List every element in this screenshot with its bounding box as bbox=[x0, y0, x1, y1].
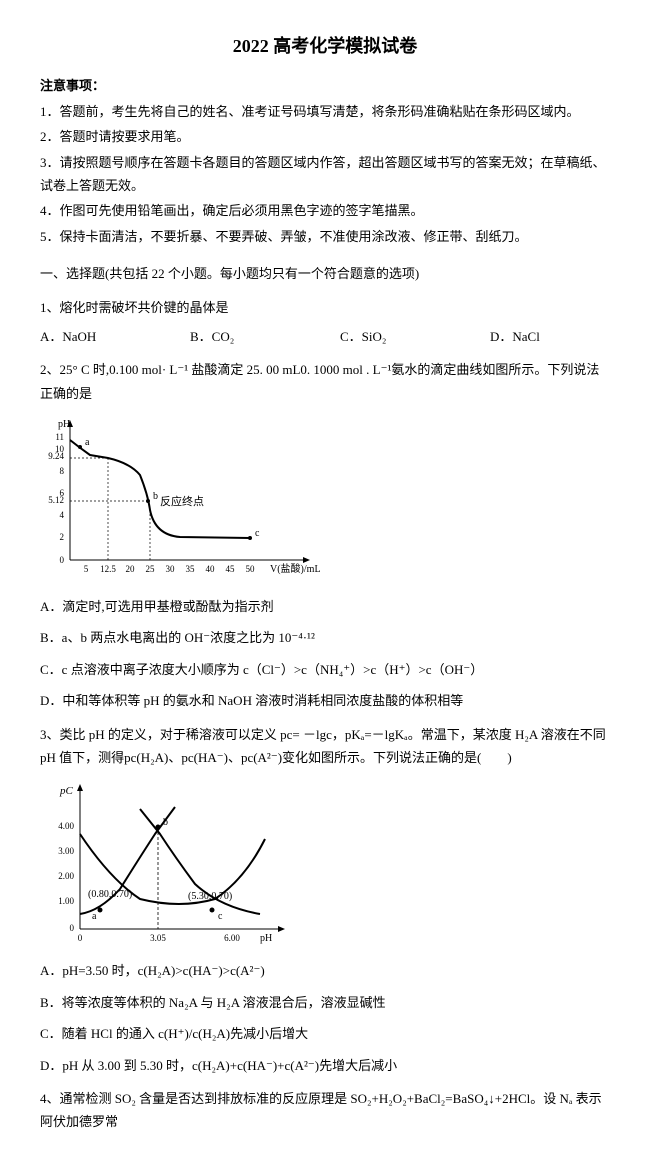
svg-text:50: 50 bbox=[246, 564, 256, 574]
svg-text:c: c bbox=[218, 911, 223, 922]
notice-item-5: 5．保持卡面清洁，不要折暴、不要弄破、弄皱，不准使用涂改液、修正带、刮纸刀。 bbox=[40, 225, 610, 248]
q3-chart: pC 0 1.00 2.00 3.00 4.00 0 3.05 6.00 pH … bbox=[40, 779, 610, 949]
svg-text:4.00: 4.00 bbox=[58, 821, 74, 831]
svg-text:5: 5 bbox=[84, 564, 89, 574]
svg-text:2.00: 2.00 bbox=[58, 871, 74, 881]
svg-text:pH: pH bbox=[260, 933, 272, 944]
svg-text:6: 6 bbox=[60, 488, 65, 498]
question-4: 4、通常检测 SO₂ 含量是否达到排放标准的反应原理是 SO₂+H₂O₂+BaC… bbox=[40, 1087, 610, 1134]
svg-text:0: 0 bbox=[70, 923, 75, 933]
svg-text:b: b bbox=[163, 817, 168, 828]
notice-item-3: 3．请按照题号顺序在答题卡各题目的答题区域内作答，超出答题区域书写的答案无效；在… bbox=[40, 151, 610, 198]
svg-text:1.00: 1.00 bbox=[58, 896, 74, 906]
svg-text:25: 25 bbox=[146, 564, 156, 574]
q1-option-a: A．NaOH bbox=[40, 325, 140, 348]
page-title: 2022 高考化学模拟试卷 bbox=[40, 30, 610, 62]
svg-text:12.5: 12.5 bbox=[100, 564, 116, 574]
svg-text:4: 4 bbox=[60, 510, 65, 520]
svg-text:0: 0 bbox=[60, 555, 65, 565]
q2-option-c: C．c 点溶液中离子浓度大小顺序为 c（Cl⁻）>c（NH₄⁺）>c（H⁺）>c… bbox=[40, 658, 610, 681]
q3-option-c: C．随着 HCl 的通入 c(H⁺)/c(H₂A)先减小后增大 bbox=[40, 1022, 610, 1045]
svg-text:pC: pC bbox=[59, 785, 74, 797]
q1-option-c: C．SiO₂ bbox=[340, 325, 440, 348]
section-header: 一、选择题(共包括 22 个小题。每小题均只有一个符合题意的选项) bbox=[40, 262, 610, 285]
svg-text:45: 45 bbox=[226, 564, 236, 574]
question-2: 2、25° C 时,0.100 mol· L⁻¹ 盐酸滴定 25. 00 mL0… bbox=[40, 358, 610, 405]
q3-option-d: D．pH 从 3.00 到 5.30 时，c(H₂A)+c(HA⁻)+c(A²⁻… bbox=[40, 1054, 610, 1077]
notice-item-4: 4．作图可先使用铅笔画出，确定后必须用黑色字迹的签字笔描黑。 bbox=[40, 199, 610, 222]
svg-text:8: 8 bbox=[60, 466, 65, 476]
svg-text:40: 40 bbox=[206, 564, 216, 574]
q2-chart: 0 2 4 5.12 6 8 9.24 10 11 pH 5 12.5 20 2… bbox=[40, 415, 610, 585]
q3-option-a: A．pH=3.50 时，c(H₂A)>c(HA⁻)>c(A²⁻) bbox=[40, 959, 610, 982]
svg-text:pH: pH bbox=[58, 419, 70, 430]
notice-item-2: 2．答题时请按要求用笔。 bbox=[40, 125, 610, 148]
notice-header: 注意事项： bbox=[40, 74, 610, 97]
question-3: 3、类比 pH 的定义，对于稀溶液可以定义 pc= －lgc，pKₐ=－lgKₐ… bbox=[40, 723, 610, 770]
svg-text:3.00: 3.00 bbox=[58, 846, 74, 856]
svg-text:2: 2 bbox=[60, 532, 65, 542]
q2-option-d: D．中和等体积等 pH 的氨水和 NaOH 溶液时消耗相同浓度盐酸的体积相等 bbox=[40, 689, 610, 712]
svg-text:35: 35 bbox=[186, 564, 196, 574]
q1-option-b: B．CO₂ bbox=[190, 325, 290, 348]
q3-option-b: B．将等浓度等体积的 Na₂A 与 H₂A 溶液混合后，溶液显碱性 bbox=[40, 991, 610, 1014]
svg-text:20: 20 bbox=[126, 564, 136, 574]
svg-text:6.00: 6.00 bbox=[224, 933, 240, 943]
q2-option-b: B．a、b 两点水电离出的 OH⁻浓度之比为 10⁻⁴·¹² bbox=[40, 626, 610, 649]
svg-text:V(盐酸)/mL: V(盐酸)/mL bbox=[270, 562, 320, 575]
q1-option-d: D．NaCl bbox=[490, 325, 590, 348]
svg-text:b: b bbox=[153, 491, 158, 502]
svg-text:30: 30 bbox=[166, 564, 176, 574]
svg-text:11: 11 bbox=[55, 432, 64, 442]
svg-text:0: 0 bbox=[78, 933, 83, 943]
svg-text:反应终点: 反应终点 bbox=[160, 494, 204, 508]
q1-options-row: A．NaOH B．CO₂ C．SiO₂ D．NaCl bbox=[40, 325, 610, 348]
svg-text:3.05: 3.05 bbox=[150, 933, 166, 943]
svg-text:(5.30,0.70): (5.30,0.70) bbox=[188, 891, 232, 902]
svg-text:a: a bbox=[85, 437, 90, 448]
svg-text:c: c bbox=[255, 528, 260, 539]
svg-text:(0.80,0.70): (0.80,0.70) bbox=[88, 889, 132, 900]
svg-text:10: 10 bbox=[55, 444, 65, 454]
q2-option-a: A．滴定时,可选用甲基橙或酚酞为指示剂 bbox=[40, 595, 610, 618]
question-1: 1、熔化时需破坏共价键的晶体是 bbox=[40, 296, 610, 319]
svg-text:a: a bbox=[92, 911, 97, 922]
notice-item-1: 1．答题前，考生先将自己的姓名、准考证号码填写清楚，将条形码准确粘贴在条形码区域… bbox=[40, 100, 610, 123]
